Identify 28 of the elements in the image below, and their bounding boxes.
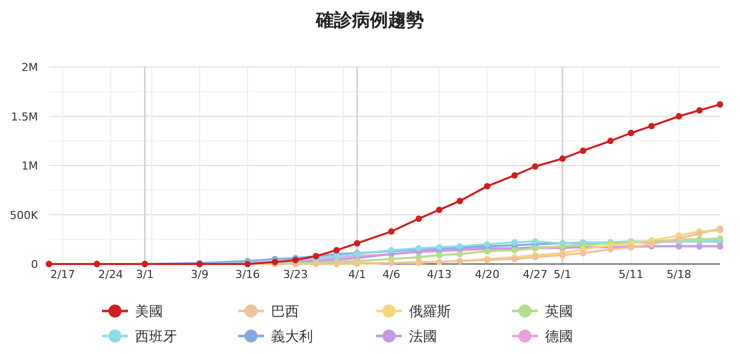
x-tick-label: 4/20	[474, 268, 500, 281]
x-tick-label: 5/11	[618, 268, 644, 281]
y-tick-label: 0	[31, 258, 38, 271]
x-tick-label: 3/23	[283, 268, 308, 281]
x-tick-label: 2/17	[50, 268, 76, 281]
x-tick-label: 5/18	[666, 268, 692, 281]
chart-title: 確診病例趨勢	[315, 10, 424, 31]
x-tick-label: 4/6	[382, 268, 400, 281]
y-tick-label: 1.5M	[11, 110, 38, 124]
legend-label: 法國	[409, 329, 437, 345]
x-tick-label: 4/13	[426, 268, 452, 281]
x-tick-label: 4/1	[348, 268, 366, 281]
y-tick-label: 500K	[10, 208, 39, 222]
legend-label: 英國	[545, 304, 573, 320]
x-tick-label: 5/1	[554, 268, 572, 281]
legend-label: 美國	[135, 304, 163, 320]
x-tick-label: 4/27	[522, 268, 548, 281]
legend-label: 巴西	[271, 304, 299, 320]
x-tick-label: 3/9	[190, 268, 208, 281]
legend-label: 德國	[545, 329, 573, 345]
x-tick-label: 3/16	[235, 268, 260, 281]
y-tick-label: 1M	[22, 160, 38, 172]
x-tick-label: 2/24	[98, 268, 123, 281]
y-tick-label: 2M	[22, 61, 38, 74]
legend-label: 西班牙	[135, 329, 177, 345]
x-tick-label: 3/1	[136, 268, 154, 281]
legend-label: 義大利	[271, 329, 313, 345]
legend-label: 俄羅斯	[409, 304, 451, 320]
